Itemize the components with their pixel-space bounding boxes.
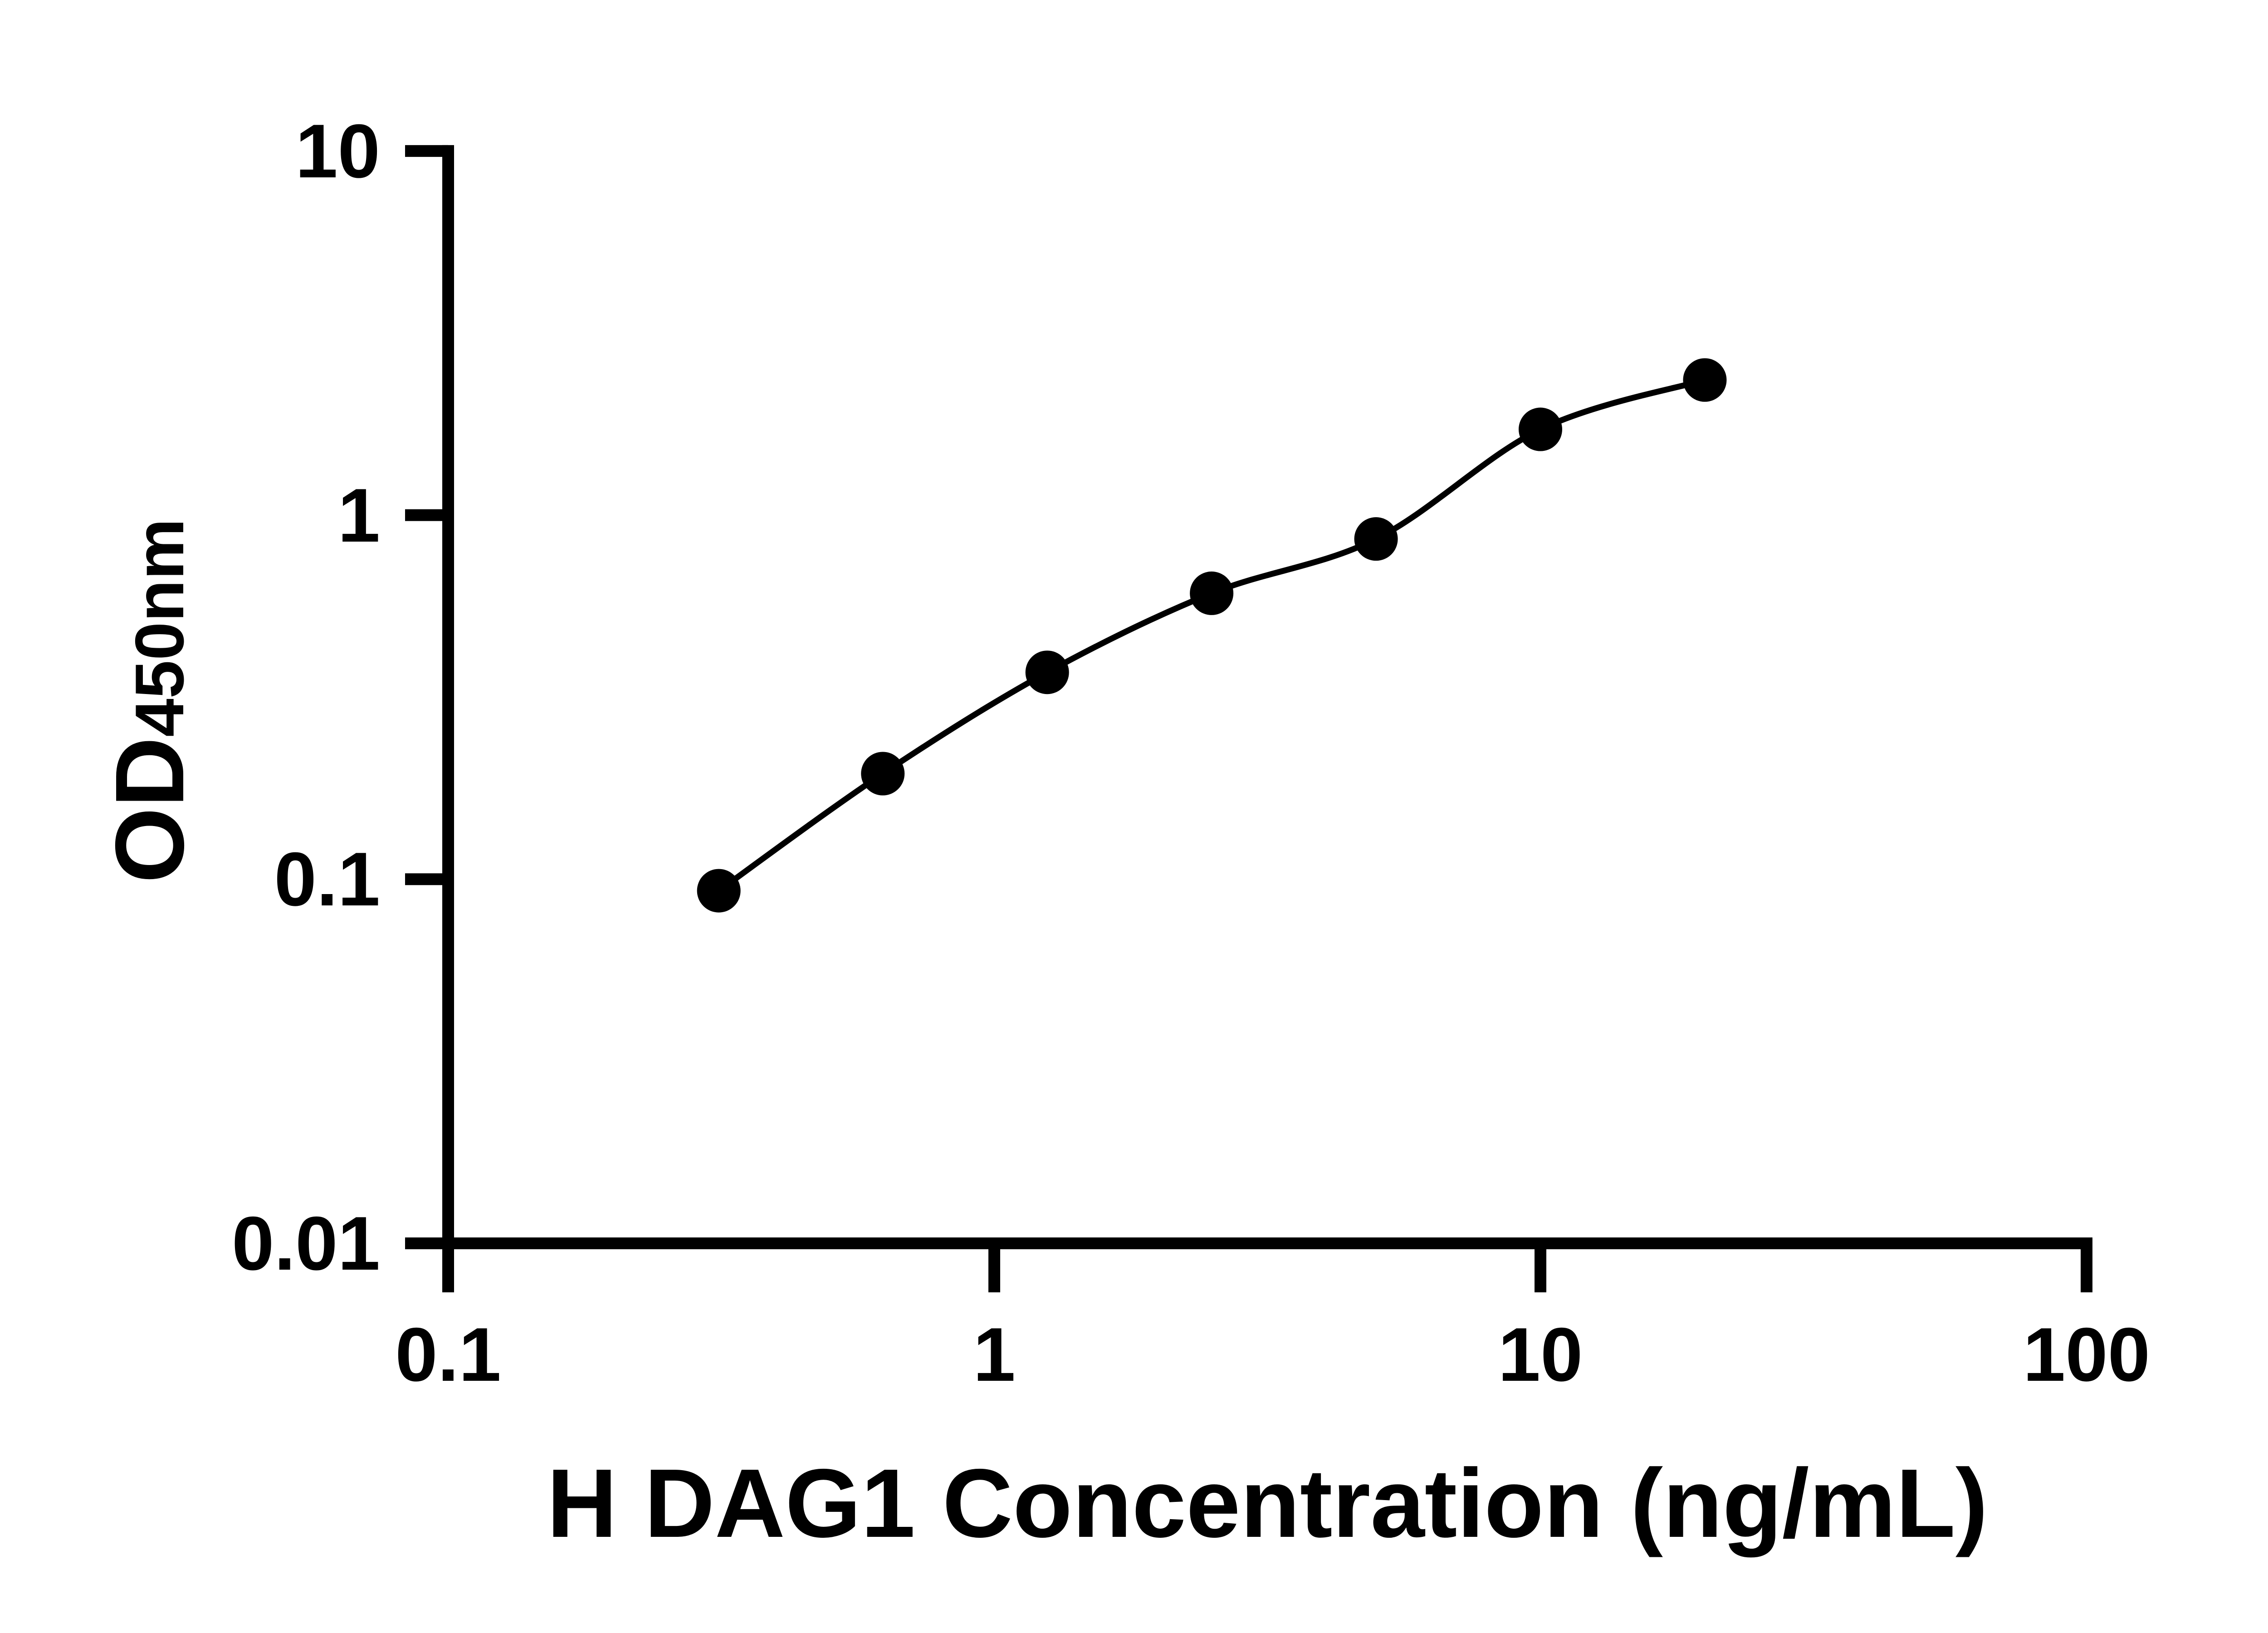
x-axis-tick-label: 0.1 xyxy=(395,1312,501,1397)
y-axis-title: OD450nm xyxy=(93,518,206,883)
x-axis-title: H DAG1 Concentration (ng/mL) xyxy=(547,1448,1988,1558)
data-point-marker xyxy=(861,752,905,796)
x-axis-tick-label: 1 xyxy=(973,1312,1016,1397)
y-axis-title-subscript: 450nm xyxy=(121,518,198,737)
y-axis-tick-label: 0.01 xyxy=(232,1201,380,1286)
data-point-marker xyxy=(1354,517,1398,561)
data-point-marker xyxy=(1519,407,1562,451)
data-point-marker xyxy=(1025,650,1069,694)
data-point-marker xyxy=(1683,358,1727,402)
x-axis-tick-label: 100 xyxy=(2023,1312,2151,1397)
y-axis-title-main: OD xyxy=(95,737,204,884)
data-point-marker xyxy=(1190,571,1234,615)
x-axis-tick-label: 10 xyxy=(1498,1312,1583,1397)
y-axis-tick-label: 0.1 xyxy=(274,836,380,922)
data-point-marker xyxy=(697,869,741,913)
y-axis-tick-label: 1 xyxy=(337,472,380,558)
y-axis-tick-label: 10 xyxy=(295,108,380,194)
fit-curve xyxy=(717,377,1706,893)
